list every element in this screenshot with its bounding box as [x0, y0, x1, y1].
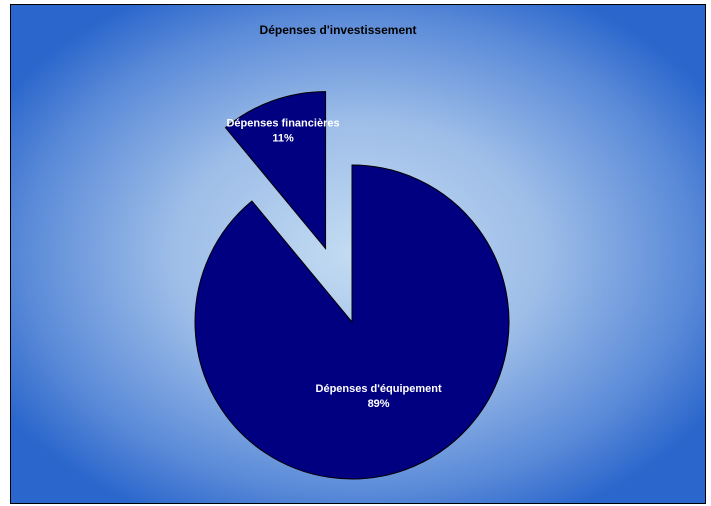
- pie-slice: [194, 164, 510, 480]
- pie-slice: [224, 91, 327, 250]
- chart-title: Dépenses d'investissement: [260, 23, 417, 37]
- slice-value-label: 11%: [272, 132, 294, 144]
- slice-value-label: 89%: [368, 398, 390, 410]
- slice-label: Dépenses financières: [226, 117, 339, 129]
- slice-label: Dépenses d'équipement: [316, 383, 442, 395]
